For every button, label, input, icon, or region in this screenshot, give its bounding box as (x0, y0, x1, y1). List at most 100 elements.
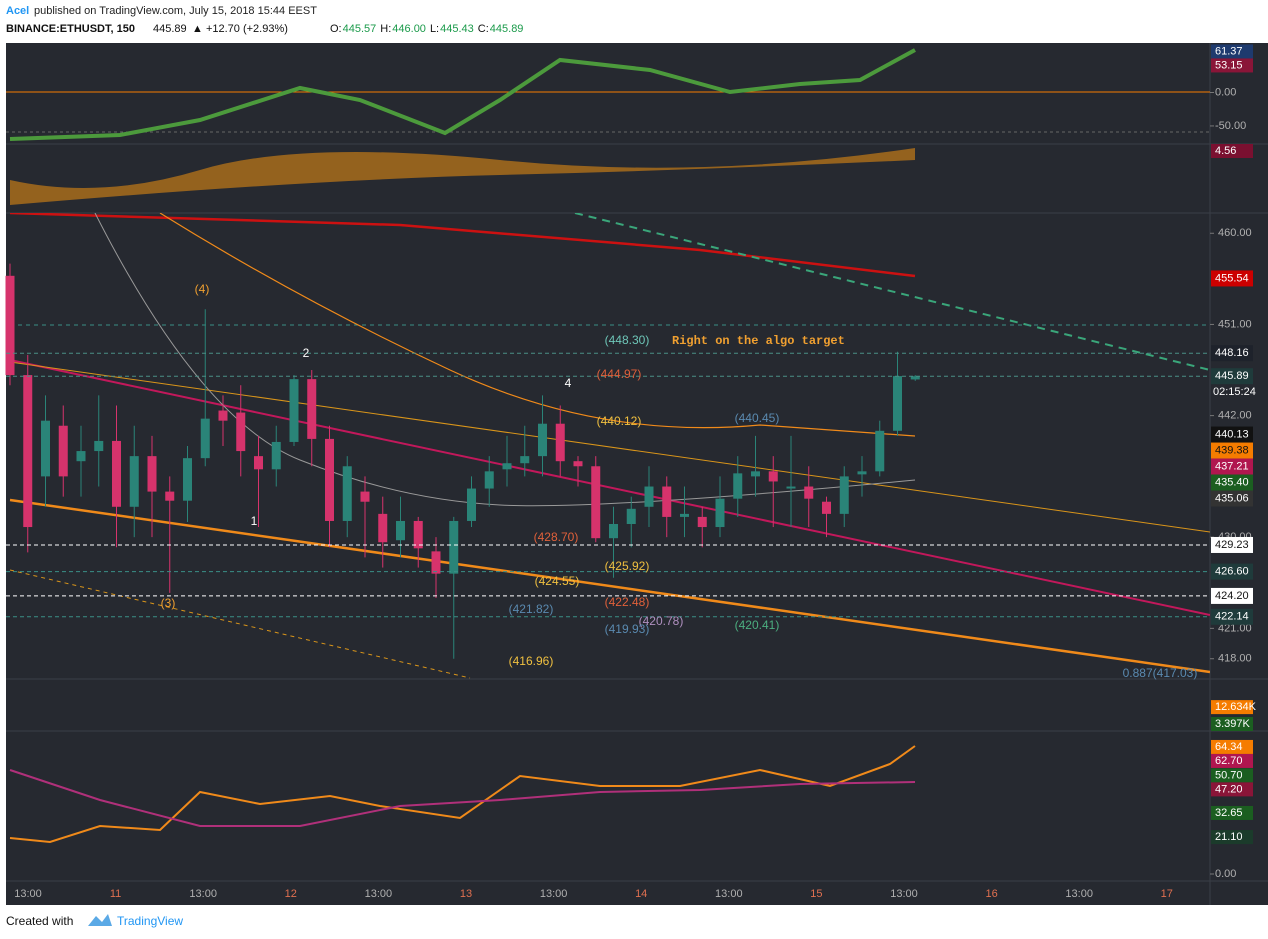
candle-body (112, 440, 121, 507)
candle-body (822, 501, 831, 514)
indicator-label: 61.37 (1215, 45, 1243, 57)
last-price: 445.89 (153, 23, 187, 35)
indicator-box (1211, 44, 1253, 59)
candle-body (41, 420, 50, 477)
level-note: (421.82) (509, 602, 554, 616)
candle-body (715, 498, 725, 528)
candle-body (573, 461, 583, 467)
candle-body (147, 456, 157, 492)
candle-body (413, 520, 423, 549)
candle-body (165, 491, 175, 501)
candle-body (591, 466, 601, 539)
candle-body (538, 423, 547, 457)
level-note: (440.45) (735, 411, 780, 425)
price-box (1211, 458, 1253, 475)
indicator-label: 0.00 (1215, 868, 1236, 880)
price-box (1211, 608, 1253, 625)
candle-body (644, 486, 654, 507)
candle-body (254, 456, 263, 470)
y-tick-label: 421.00 (1218, 622, 1252, 634)
indicator-label: 0.00 (1215, 86, 1236, 98)
ohlc-value: 445.43 (440, 23, 474, 35)
wave-label: 1 (251, 514, 258, 528)
price-box-label: 426.60 (1215, 566, 1249, 578)
x-tick-label: 11 (110, 888, 121, 900)
candle-body (910, 376, 920, 380)
candle-body (697, 516, 707, 528)
candle-body (218, 410, 228, 421)
price-box (1211, 587, 1253, 604)
indicator-box (1211, 753, 1253, 768)
wave-label: 4 (565, 376, 572, 390)
ohlc-value: 445.89 (490, 23, 524, 35)
y-tick-label: 418.00 (1218, 653, 1252, 665)
candle-body (431, 551, 441, 574)
indicator-label: 12.634K (1215, 701, 1257, 713)
price-box-label: 439.38 (1215, 444, 1249, 456)
candle-body (857, 471, 867, 475)
indicator-label: -50.00 (1215, 120, 1246, 132)
indicator-label: 3.397K (1215, 718, 1251, 730)
candle-body (378, 513, 388, 543)
signal-line (9, 769, 916, 827)
x-tick-label: 17 (1161, 888, 1173, 900)
published: published on TradingView.com, July 15, 2… (34, 5, 317, 17)
level-note: (428.70) (534, 530, 579, 544)
candle-body (609, 524, 618, 539)
candle-body (396, 520, 405, 541)
level-note: (420.78) (639, 614, 684, 628)
level-note: (422.48) (605, 595, 650, 609)
ohlc-label: C: (478, 23, 489, 35)
candle-body (129, 456, 139, 507)
y-tick-label: 442.00 (1218, 410, 1252, 422)
level-note: (416.96) (509, 654, 554, 668)
candle-body (467, 488, 476, 521)
indicator-label: 4.56 (1215, 145, 1236, 157)
author[interactable]: Acel (6, 5, 29, 17)
indicator-box (1211, 58, 1253, 73)
price-box (1211, 368, 1253, 385)
x-tick-label: 13:00 (540, 888, 568, 900)
price-box-label: 455.54 (1215, 272, 1249, 284)
x-tick-label: 13:00 (1065, 888, 1093, 900)
candle-body (893, 376, 902, 431)
candle-body (786, 486, 796, 489)
indicator-label: 50.70 (1215, 769, 1243, 781)
candle-body (236, 412, 246, 452)
price-box-label: 435.06 (1215, 492, 1249, 504)
candle-body (768, 471, 778, 482)
level-note: (444.97) (597, 367, 642, 381)
overlays (9, 213, 1210, 679)
indicator-box (1211, 739, 1253, 754)
price-box-label: 424.20 (1215, 590, 1249, 602)
ohlc: O: 445.57 H: 446.00 L: 445.43 C: 445.89 (330, 23, 523, 35)
indicator-label: 64.34 (1215, 741, 1243, 753)
price-box (1211, 345, 1253, 362)
candle-body (484, 471, 494, 489)
price-box-label: 448.16 (1215, 347, 1249, 359)
candle-body (76, 451, 86, 462)
candle-body (502, 463, 512, 470)
x-tick-label: 13:00 (890, 888, 918, 900)
x-tick-label: 14 (635, 888, 647, 900)
price-box-label: 435.40 (1215, 476, 1249, 488)
price-box-label: 422.14 (1215, 611, 1249, 623)
level-note: (425.92) (605, 559, 650, 573)
footer-brand[interactable]: TradingView (117, 914, 183, 928)
x-tick-label: 15 (810, 888, 822, 900)
indicator-box (1211, 700, 1253, 715)
indicator-label: 47.20 (1215, 783, 1243, 795)
ohlc-value: 446.00 (392, 23, 426, 35)
indicator-box (1211, 768, 1253, 783)
price-box-label: 429.23 (1215, 539, 1249, 551)
wave-label: 2 (303, 346, 310, 360)
x-tick-label: 13:00 (365, 888, 393, 900)
candle-body (342, 466, 352, 521)
price-box (1211, 563, 1253, 580)
candle-body (360, 491, 370, 502)
oscillator-line (9, 48, 916, 141)
price-box (1211, 270, 1253, 287)
level-note: (419.93) (605, 622, 650, 636)
candle-body (58, 425, 68, 477)
